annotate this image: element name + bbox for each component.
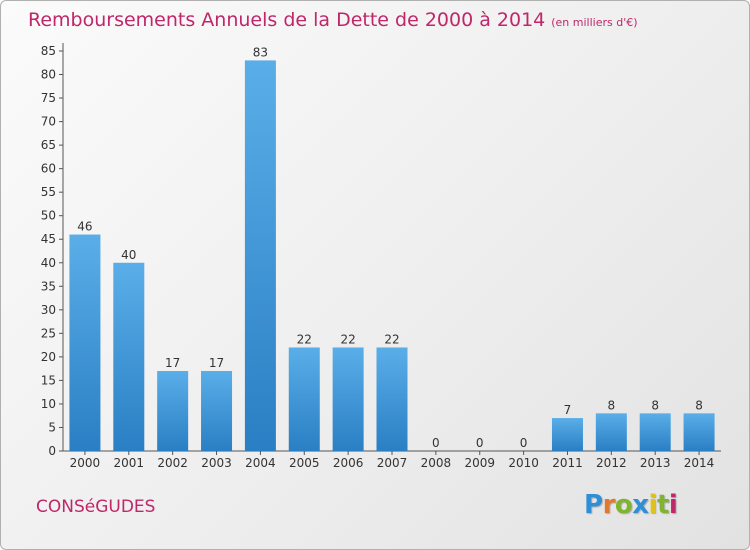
x-tick-label: 2000	[70, 456, 101, 470]
x-tick-label: 2001	[114, 456, 145, 470]
x-tick-label: 2003	[201, 456, 232, 470]
bar	[113, 262, 145, 451]
bar	[201, 371, 233, 451]
x-tick-label: 2010	[508, 456, 539, 470]
y-tick-label: 65	[41, 138, 56, 152]
bar-value-label: 8	[651, 398, 659, 412]
y-tick-label: 35	[41, 279, 56, 293]
bar	[288, 347, 320, 451]
chart-title-text: Remboursements Annuels de la Dette de 20…	[28, 9, 546, 31]
bar-value-label: 0	[476, 436, 484, 450]
logo-letter: i	[668, 490, 678, 520]
bar-value-label: 7	[564, 403, 572, 417]
logo-letter: i	[648, 490, 658, 520]
bar-value-label: 0	[432, 436, 440, 450]
proxiti-logo[interactable]: Proxiti	[584, 490, 678, 520]
bar-value-label: 8	[608, 398, 616, 412]
bar	[595, 413, 627, 451]
x-tick-label: 2014	[684, 456, 715, 470]
x-tick-label: 2005	[289, 456, 320, 470]
bar	[244, 60, 276, 451]
logo-letter: o	[614, 490, 633, 520]
y-tick-label: 75	[41, 91, 56, 105]
y-tick-label: 25	[41, 326, 56, 340]
x-tick-label: 2002	[157, 456, 188, 470]
y-tick-label: 10	[41, 397, 56, 411]
x-tick-label: 2004	[245, 456, 276, 470]
bar	[376, 347, 408, 451]
x-tick-label: 2007	[377, 456, 408, 470]
bar-value-label: 17	[209, 356, 224, 370]
y-tick-label: 5	[48, 420, 56, 434]
y-tick-label: 15	[41, 373, 56, 387]
bar	[157, 371, 189, 451]
y-tick-label: 80	[41, 68, 56, 82]
bar-value-label: 0	[520, 436, 528, 450]
x-tick-label: 2009	[464, 456, 495, 470]
chart-title: Remboursements Annuels de la Dette de 20…	[28, 9, 638, 31]
bar-value-label: 8	[695, 398, 703, 412]
y-tick-label: 0	[48, 444, 56, 458]
bar-value-label: 22	[297, 332, 312, 346]
y-tick-label: 20	[41, 350, 56, 364]
y-tick-label: 40	[41, 256, 56, 270]
logo-letter: P	[584, 490, 603, 520]
y-tick-label: 30	[41, 303, 56, 317]
x-tick-label: 2006	[333, 456, 364, 470]
x-tick-label: 2013	[640, 456, 671, 470]
bar	[639, 413, 671, 451]
bar-value-label: 22	[340, 332, 355, 346]
y-tick-label: 55	[41, 185, 56, 199]
logo-letter: x	[632, 490, 649, 520]
chart-unit: (en milliers d'€)	[551, 16, 638, 29]
y-tick-label: 50	[41, 209, 56, 223]
bar-value-label: 46	[77, 220, 92, 234]
x-tick-label: 2008	[421, 456, 452, 470]
bar	[551, 418, 583, 451]
bar-value-label: 17	[165, 356, 180, 370]
bar	[332, 347, 364, 451]
bar	[683, 413, 715, 451]
chart-bars: 46 40 17 17 83 22 22 22 0 0 0 7 8 8 8	[69, 45, 715, 451]
y-tick-label: 85	[41, 44, 56, 58]
bar-value-label: 22	[384, 332, 399, 346]
x-tick-label: 2012	[596, 456, 627, 470]
logo-letter: r	[602, 490, 616, 520]
logo-letter: t	[656, 490, 669, 520]
bar-value-label: 40	[121, 248, 136, 262]
y-tick-label: 70	[41, 115, 56, 129]
y-tick-label: 60	[41, 162, 56, 176]
bar	[69, 234, 101, 451]
bar-value-label: 83	[253, 45, 268, 59]
y-tick-label: 45	[41, 232, 56, 246]
x-tick-label: 2011	[552, 456, 583, 470]
commune-name: CONSéGUDES	[36, 497, 156, 517]
